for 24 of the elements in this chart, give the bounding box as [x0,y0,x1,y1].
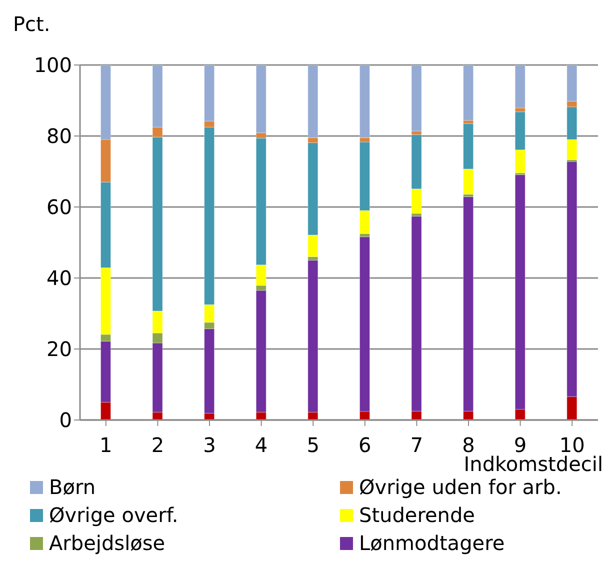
x-tick-label: 6 [358,433,372,458]
x-tick-label: 1 [100,433,112,458]
y-tick-label: 40 [46,266,72,290]
y-tick-label: 100 [34,53,72,78]
x-tick-label: 4 [254,433,268,458]
bar [411,65,422,132]
legend-label: Øvrige uden for arb. [359,475,562,499]
legend-label: Børn [49,475,96,499]
x-tick-label: 2 [151,433,164,458]
x-tick-label: 5 [306,433,320,458]
legend-label: Arbejdsløse [49,531,166,555]
bar [359,65,370,138]
legend-label: Øvrige overf. [49,503,178,527]
x-tick-label: 7 [410,433,424,458]
legend-label: Lønmodtagere [359,531,505,555]
bar [514,65,526,108]
bar [463,65,474,121]
y-axis-title: Pct. [13,12,50,36]
y-tick-label: 0 [59,408,72,432]
x-tick-label: 3 [203,433,216,458]
legend-label: Studerende [359,503,475,527]
y-tick-label: 20 [46,337,72,362]
y-tick-label: 80 [46,124,72,148]
y-tick-label: 60 [46,195,72,220]
